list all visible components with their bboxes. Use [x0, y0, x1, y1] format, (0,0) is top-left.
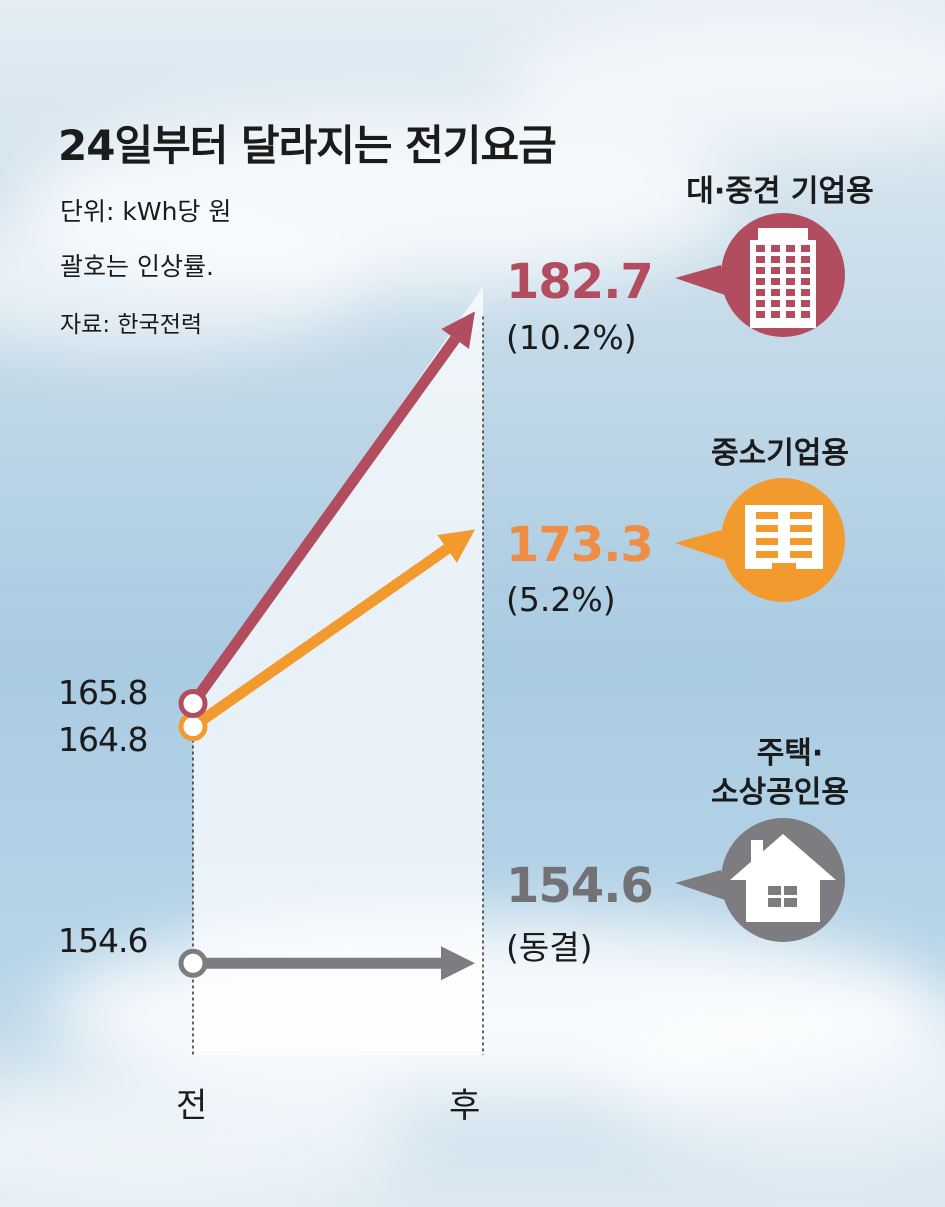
house-roof	[730, 834, 836, 880]
series-name-label: 주택·	[756, 736, 824, 771]
series-line	[189, 544, 451, 732]
data-point	[178, 712, 208, 742]
building-window	[790, 551, 812, 558]
data-point	[178, 948, 208, 978]
series-arrowhead	[437, 529, 475, 563]
building-window	[801, 256, 810, 263]
building-window	[801, 245, 810, 252]
series-name-label: 대·중견 기업용	[686, 174, 874, 209]
house-icon	[675, 818, 845, 942]
building-window	[786, 256, 795, 263]
building-window	[786, 311, 795, 318]
building-window	[771, 278, 780, 285]
building-window	[756, 525, 778, 532]
building-window	[786, 267, 795, 274]
building-window	[790, 512, 812, 519]
after-value-label: 173.3	[506, 517, 654, 573]
building-door	[772, 563, 796, 569]
series-line	[188, 335, 460, 707]
x-axis-label-after: 후	[449, 1086, 481, 1126]
badge-pointer	[675, 870, 725, 900]
house-window	[768, 886, 781, 895]
building-window	[786, 245, 795, 252]
house-window	[768, 898, 781, 907]
before-value-label: 164.8	[58, 720, 148, 759]
house-window	[784, 886, 797, 895]
building-window	[771, 245, 780, 252]
building-window	[756, 278, 765, 285]
change-rate-label: (5.2%)	[506, 580, 616, 619]
after-value-label: 154.6	[506, 858, 654, 914]
data-point	[178, 688, 208, 718]
building-window	[801, 300, 810, 307]
office-building-icon	[675, 213, 845, 337]
small-building-icon	[675, 478, 845, 602]
cloud	[500, 10, 945, 150]
building-window	[771, 289, 780, 296]
building-window	[801, 267, 810, 274]
before-value-label: 165.8	[58, 673, 148, 712]
unit-note: 단위: kWh당 원	[60, 197, 232, 226]
after-value-label: 182.7	[506, 254, 654, 310]
cloud	[600, 1000, 945, 1160]
building-window	[756, 267, 765, 274]
building-window	[771, 267, 780, 274]
series-name-label: 중소기업용	[711, 436, 849, 471]
building-window	[801, 289, 810, 296]
building-window	[756, 289, 765, 296]
building-window	[771, 256, 780, 263]
building-window	[786, 289, 795, 296]
building-window	[790, 538, 812, 545]
building-window	[756, 538, 778, 545]
source-note: 자료: 한국전력	[60, 312, 203, 338]
series-arrowhead	[441, 946, 475, 981]
building-window	[756, 512, 778, 519]
building-window	[771, 311, 780, 318]
building-window	[786, 278, 795, 285]
change-rate-label: (동결)	[506, 928, 593, 967]
plot-area	[193, 286, 483, 1055]
building-window	[756, 245, 765, 252]
building-window	[801, 278, 810, 285]
building-window	[756, 256, 765, 263]
before-value-label: 154.6	[58, 921, 148, 960]
parentheses-note: 괄호는 인상률.	[60, 252, 214, 281]
building-window	[756, 300, 765, 307]
x-axis-label-before: 전	[176, 1086, 208, 1126]
change-rate-label: (10.2%)	[506, 318, 637, 357]
building-window	[771, 300, 780, 307]
building-roof	[758, 228, 808, 240]
house-window	[784, 898, 797, 907]
building-window	[756, 551, 778, 558]
building-window	[756, 311, 765, 318]
building-window	[801, 311, 810, 318]
house-body	[746, 876, 820, 922]
cloud	[0, 210, 370, 350]
badge-pointer	[675, 265, 725, 295]
series-arrowhead	[441, 311, 475, 349]
chart-title: 24일부터 달라지는 전기요금	[58, 121, 557, 170]
building-window	[790, 525, 812, 532]
series-name-label: 소상공인용	[711, 775, 849, 810]
building-window	[786, 300, 795, 307]
badge-pointer	[675, 530, 725, 560]
cloud	[0, 1070, 410, 1207]
